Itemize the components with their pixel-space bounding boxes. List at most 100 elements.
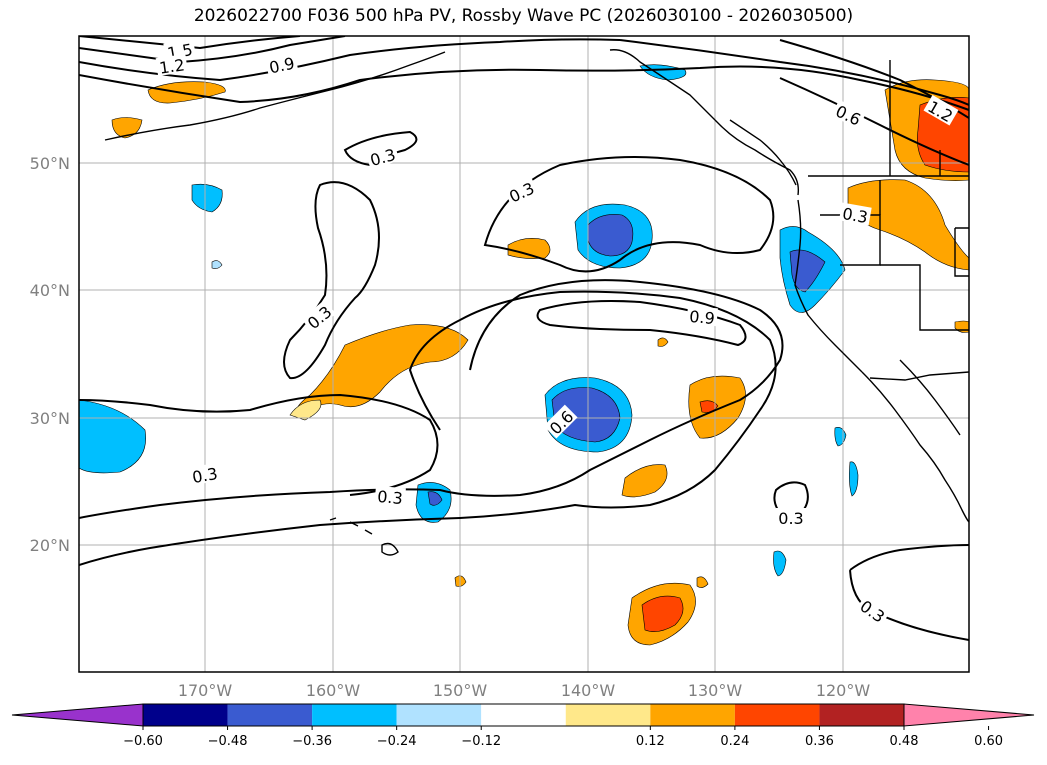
latitude-label: 30°N <box>30 409 70 428</box>
contour-label-background <box>301 299 336 334</box>
colorbar-segment <box>819 704 904 726</box>
canada-province-border <box>889 60 941 176</box>
positive-anomaly-patch <box>917 97 969 173</box>
contour-label-background <box>265 52 299 76</box>
contour-label: 1.2 <box>158 55 186 77</box>
hawaii-islands <box>329 517 399 556</box>
contour-label-background <box>686 305 718 327</box>
coastlines <box>104 49 969 556</box>
contour-label: 0.3 <box>841 204 869 227</box>
us-west-coast <box>794 199 863 373</box>
contour-line-0.6-central <box>79 279 784 519</box>
colorbar-segment <box>481 704 566 726</box>
aleutian-islands <box>104 51 446 141</box>
contour-label: 0.3 <box>191 464 219 487</box>
negative-anomaly-patch <box>773 550 787 577</box>
contour-label-background <box>155 54 188 77</box>
alaska-coastline <box>609 49 800 196</box>
colorbar-tick-label: −0.12 <box>461 734 501 749</box>
negative-anomaly-patch <box>211 260 223 269</box>
contour-line-0.3-west-loop <box>283 181 380 380</box>
negative-anomaly-patch <box>427 491 443 506</box>
us-state-border <box>879 180 969 331</box>
colorbar-frame <box>142 703 905 727</box>
contour-line-0.3-small <box>343 130 418 167</box>
colorbar-extend-max <box>903 703 1035 727</box>
contour-label-background <box>374 485 406 507</box>
colorbar-tick-label: −0.48 <box>208 734 248 749</box>
contour-label-background <box>776 508 806 526</box>
contour-label-background <box>855 594 891 627</box>
contour-label: 0.3 <box>778 509 803 528</box>
contour-label-background <box>831 99 867 129</box>
contour-line-0.9-upper <box>619 39 969 106</box>
colorbar-segment <box>650 704 735 726</box>
contour-line-0.3-west <box>79 393 439 496</box>
negative-anomaly-patch <box>191 183 223 213</box>
contour-label-background <box>923 94 959 126</box>
contour-label-background <box>365 143 400 169</box>
contour-label-background <box>839 202 872 226</box>
colorbar-tick-label: 0.48 <box>890 734 919 749</box>
map-background <box>79 36 969 672</box>
us-mexico-border <box>869 371 969 381</box>
contour-labels: 1.51.2 0.90.6 1.20.30.30.30.30.90.60.30.30… <box>155 38 959 627</box>
us-state-border <box>954 227 969 277</box>
latitude-label: 40°N <box>30 281 70 300</box>
negative-anomaly-patch <box>587 214 634 257</box>
contour-line-0.9 <box>79 38 621 82</box>
positive-anomaly-patch <box>147 81 226 104</box>
british-columbia-coast <box>729 119 797 186</box>
latitude-label: 20°N <box>30 536 70 555</box>
contour-line-0.9-inner <box>536 300 747 347</box>
baja-california <box>861 371 969 523</box>
longitude-label: 130°W <box>688 681 743 700</box>
positive-anomaly-patch <box>657 337 669 347</box>
contour-line-0.6-nw <box>779 77 969 166</box>
colorbar-tick-label: 0.60 <box>974 734 1003 749</box>
colorbar-tick-label: 0.12 <box>636 734 665 749</box>
positive-anomaly-patch <box>641 595 684 632</box>
contour-label: 0.3 <box>377 487 404 508</box>
positive-anomaly-patch <box>296 324 469 416</box>
contour-label-background <box>503 176 539 206</box>
colorbar-tick-label: 0.36 <box>805 734 834 749</box>
contour-line-0.3-central-trough <box>483 155 775 273</box>
positive-anomaly-patch <box>289 399 322 421</box>
colorbar-extend-min <box>11 703 144 727</box>
positive-anomaly-patch <box>696 576 709 588</box>
mexico-mainland-coast <box>899 359 961 436</box>
longitude-label: 160°W <box>306 681 361 700</box>
contour-line-0.6 <box>79 65 969 111</box>
colorbar-segment <box>143 704 228 726</box>
longitude-label: 170°W <box>178 681 233 700</box>
contour-label-background <box>188 462 221 486</box>
positive-anomaly-patch <box>111 117 143 139</box>
contour-line-0.3-central-outer <box>79 290 777 566</box>
colorbar-segment <box>734 704 820 726</box>
map-frame <box>78 35 970 673</box>
map-title: 2026022700 F036 500 hPa PV, Rossby Wave … <box>193 6 854 26</box>
contour-label-background <box>543 404 578 439</box>
longitude-label: 140°W <box>561 681 616 700</box>
colorbar-segment <box>565 704 651 726</box>
colorbar-tick-label: −0.36 <box>292 734 332 749</box>
colorbar-tick-label: 0.24 <box>720 734 749 749</box>
colorbar-segment <box>312 704 397 726</box>
longitude-labels: 170°W 160°W 150°W 140°W 130°W 120°W <box>178 681 871 700</box>
positive-anomaly-patch <box>699 400 719 413</box>
colorbar-segment <box>227 704 313 726</box>
latitude-labels: 50°N 40°N 30°N 20°N <box>30 154 70 555</box>
colorbar-tick-label: −0.60 <box>123 734 163 749</box>
contour-line-1.2 <box>79 36 346 64</box>
colorbar-tick-label: −0.24 <box>377 734 417 749</box>
positive-anomaly-patch <box>507 238 551 259</box>
contour-label: 0.9 <box>267 54 296 78</box>
latitude-label: 50°N <box>30 154 70 173</box>
graticule <box>79 36 969 672</box>
positive-anomaly-patch <box>621 464 668 498</box>
colorbar-segment <box>396 704 482 726</box>
longitude-label: 120°W <box>816 681 871 700</box>
negative-anomaly-patch <box>849 461 859 497</box>
